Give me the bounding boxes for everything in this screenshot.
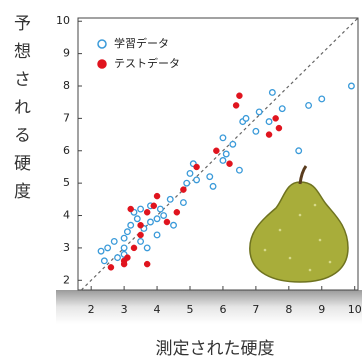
y-tick-label: 8 <box>63 79 70 92</box>
point <box>144 245 150 251</box>
point <box>279 106 285 112</box>
point <box>180 187 186 193</box>
y-tick-label: 9 <box>63 47 70 60</box>
point <box>319 96 325 102</box>
point <box>253 129 259 135</box>
point <box>266 132 272 138</box>
point <box>194 177 200 183</box>
x-tick-label: 9 <box>318 303 325 316</box>
point <box>111 239 117 245</box>
point <box>223 151 229 157</box>
point <box>148 219 154 225</box>
point <box>102 258 108 264</box>
x-axis-label: 測定された硬度 <box>0 334 362 359</box>
legend-label: 学習データ <box>114 36 169 50</box>
y-axis-label: 予想される硬度 <box>8 14 33 210</box>
point <box>138 222 144 228</box>
point <box>108 264 114 270</box>
point <box>128 222 134 228</box>
point <box>181 200 187 206</box>
point <box>171 222 177 228</box>
point <box>210 184 216 190</box>
x-tick-label: 5 <box>187 303 194 316</box>
point <box>243 116 249 122</box>
point <box>144 261 150 267</box>
point <box>128 206 134 212</box>
point <box>184 180 190 186</box>
point <box>220 158 226 164</box>
point <box>154 216 160 222</box>
point <box>134 216 140 222</box>
point <box>138 239 144 245</box>
x-tick-label: 3 <box>121 303 128 316</box>
point <box>98 248 104 254</box>
x-tick-label: 2 <box>88 303 95 316</box>
point <box>273 115 279 121</box>
point <box>207 174 213 180</box>
point <box>164 219 170 225</box>
legend-marker <box>98 60 106 68</box>
point <box>154 232 160 238</box>
point <box>227 161 233 167</box>
point <box>266 119 272 125</box>
point <box>237 167 243 173</box>
point <box>256 109 262 115</box>
point <box>121 235 127 241</box>
y-tick-label: 4 <box>63 209 70 222</box>
x-tick-label: 6 <box>219 303 226 316</box>
point <box>105 245 111 251</box>
y-tick-label: 5 <box>63 176 70 189</box>
page: {"chart_data": {"type": "scatter", "x_la… <box>0 0 362 362</box>
x-tick-label: 8 <box>285 303 292 316</box>
point <box>154 193 160 199</box>
y-tick-label: 2 <box>63 273 70 286</box>
y-tick-label: 6 <box>63 144 70 157</box>
y-tick-label: 3 <box>63 241 70 254</box>
point <box>174 209 180 215</box>
pear <box>250 166 348 282</box>
point <box>138 232 144 238</box>
point <box>296 148 302 154</box>
point <box>306 103 312 109</box>
point <box>161 213 167 219</box>
point <box>121 258 127 264</box>
point <box>158 206 164 212</box>
point <box>276 125 282 131</box>
point <box>349 83 355 89</box>
y-tick-label: 10 <box>56 14 70 27</box>
legend-label: テストデータ <box>114 56 180 70</box>
x-tick-label: 4 <box>154 303 161 316</box>
point <box>233 102 239 108</box>
point <box>213 148 219 154</box>
x-tick-label: 10 <box>348 303 362 316</box>
point <box>236 93 242 99</box>
point <box>151 203 157 209</box>
point <box>167 197 173 203</box>
legend-marker <box>98 40 106 48</box>
point <box>270 90 276 96</box>
point <box>138 206 144 212</box>
point <box>144 209 150 215</box>
axis-band <box>56 290 362 324</box>
point <box>194 164 200 170</box>
point <box>220 135 226 141</box>
x-tick-label: 7 <box>252 303 259 316</box>
point <box>115 255 121 261</box>
chart: 2 3 4 5 6 7 8 9 10 2 3 4 5 6 7 8 9 10 学習データテストデータ <box>0 0 362 362</box>
y-tick-label: 7 <box>63 111 70 124</box>
point <box>131 245 137 251</box>
point <box>230 141 236 147</box>
point <box>121 245 127 251</box>
point <box>125 229 131 235</box>
point <box>187 171 193 177</box>
